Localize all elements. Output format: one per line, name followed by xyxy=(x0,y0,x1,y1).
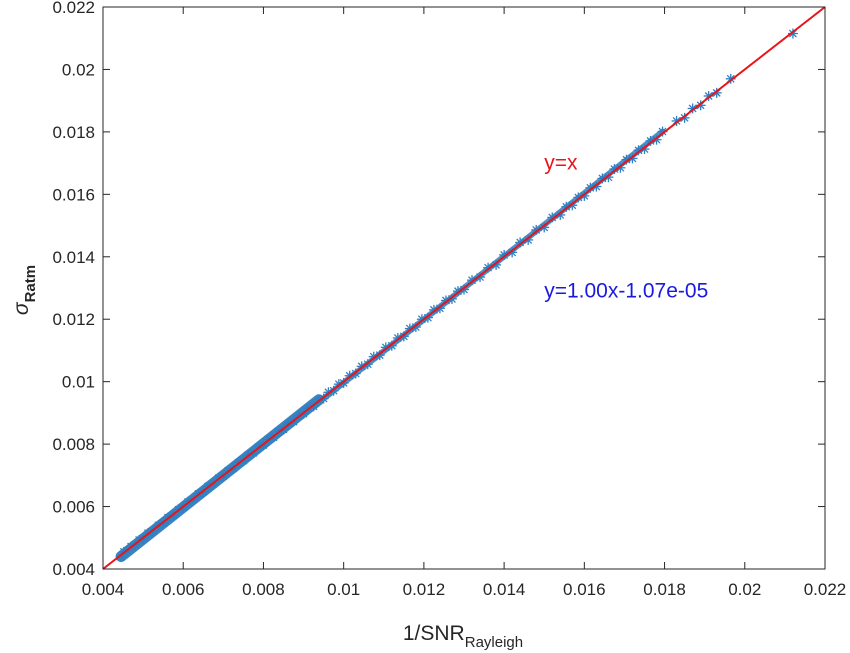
x-tick-label: 0.008 xyxy=(242,580,285,599)
x-tick-label: 0.012 xyxy=(403,580,446,599)
y-tick-label: 0.02 xyxy=(62,60,95,79)
x-tick-label: 0.004 xyxy=(82,580,125,599)
y-tick-label: 0.012 xyxy=(52,310,95,329)
y-tick-label: 0.01 xyxy=(62,373,95,392)
x-tick-label: 0.018 xyxy=(643,580,686,599)
data-point xyxy=(703,90,714,101)
y-tick-label: 0.006 xyxy=(52,498,95,517)
y-axis-label-main: σ xyxy=(10,301,33,315)
axes-box xyxy=(102,6,826,570)
y-tick-label: 0.004 xyxy=(52,560,95,579)
y-tick-label: 0.022 xyxy=(52,0,95,17)
y-tick-label: 0.008 xyxy=(52,435,95,454)
x-tick-label: 0.022 xyxy=(804,580,847,599)
x-axis-label: 1/SNRRayleigh xyxy=(403,622,523,651)
x-tick-label: 0.01 xyxy=(327,580,360,599)
y-axis-label-sub: Ratm xyxy=(22,265,39,303)
x-tick-label: 0.006 xyxy=(162,580,205,599)
x-tick-label: 0.016 xyxy=(563,580,606,599)
y-tick-label: 0.018 xyxy=(52,123,95,142)
annotation-text: y=1.00x-1.07e-05 xyxy=(544,279,708,302)
reference-line-layer xyxy=(102,6,826,570)
annotation-text: y=x xyxy=(544,151,578,174)
x-tick-label: 0.014 xyxy=(483,580,526,599)
y-axis-label: σRatm xyxy=(10,265,39,315)
x-axis-label-sub: Rayleigh xyxy=(465,634,523,651)
x-axis-label-main: 1/SNR xyxy=(403,622,465,645)
annotations: y=x y=1.00x-1.07e-05 xyxy=(544,151,708,302)
reference-line-y-equals-x xyxy=(102,6,826,570)
y-tick-label: 0.016 xyxy=(52,185,95,204)
x-tick-label: 0.02 xyxy=(728,580,761,599)
axes: 0.004 0.006 0.008 0.01 0.012 0.014 0.016 0.018 0… xyxy=(52,0,846,599)
y-tick-label: 0.014 xyxy=(52,248,95,267)
